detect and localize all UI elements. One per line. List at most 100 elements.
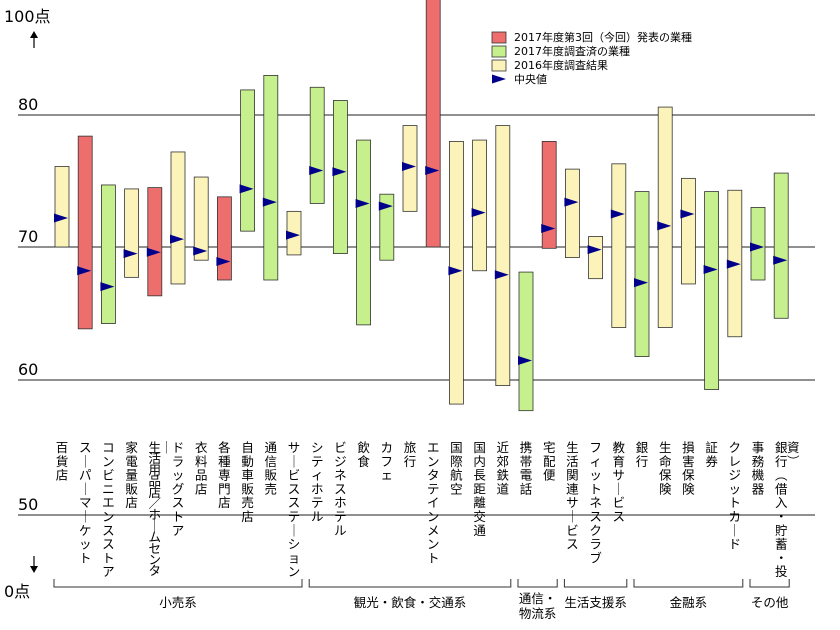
- y-tick-label: 50: [18, 495, 38, 514]
- median-marker-7: [193, 246, 208, 256]
- median-marker-11: [286, 230, 300, 240]
- median-marker-21: [518, 356, 532, 366]
- median-marker-10: [262, 197, 277, 207]
- y-axis-top-label: 100点: [4, 7, 51, 26]
- median-marker-30: [726, 259, 741, 269]
- group-label: 生活支援系: [564, 595, 627, 610]
- bar-21: [518, 271, 534, 412]
- bar-22: [541, 140, 557, 249]
- category-label: エンタテインメント: [427, 440, 440, 565]
- median-marker-27: [657, 221, 672, 231]
- category-label: サ｜ビスステ｜ション: [288, 440, 301, 579]
- median-marker-24: [587, 245, 602, 255]
- category-label: 銀行: [636, 440, 649, 469]
- bar-1: [54, 166, 70, 248]
- median-marker-31: [750, 242, 764, 252]
- category-label: 国内長距離交通: [473, 440, 486, 538]
- legend-swatch: [491, 31, 507, 44]
- bar-23: [565, 168, 580, 258]
- group-bracket-6: [749, 579, 790, 588]
- category-label: カフェ: [381, 440, 394, 483]
- group-label: その他: [751, 595, 789, 610]
- bar-9: [240, 89, 256, 232]
- category-label: 事務機器: [752, 440, 765, 496]
- median-marker-18: [448, 266, 463, 276]
- median-marker-1: [54, 213, 68, 223]
- bar-28: [681, 177, 696, 285]
- category-label: クレジットカ｜ド: [729, 440, 742, 552]
- y-axis-bottom-label: 0点: [4, 582, 30, 601]
- median-marker-22: [541, 224, 556, 234]
- group-bracket-1: [53, 579, 303, 588]
- category-label: 生活関連サ｜ビス: [566, 440, 579, 552]
- bar-4: [124, 188, 139, 278]
- bar-2: [77, 135, 93, 330]
- median-marker-2: [77, 266, 92, 276]
- median-marker-4: [123, 249, 138, 259]
- bar-12: [309, 86, 325, 204]
- group-bracket-3: [517, 579, 558, 588]
- bar-32: [773, 172, 789, 319]
- category-label: コンビニエンスストア: [102, 440, 115, 579]
- category-label: 宅配便: [543, 440, 556, 483]
- bar-19: [472, 139, 488, 272]
- category-label: ドラッグストア: [172, 440, 185, 538]
- legend-label: 2016年度調査結果: [514, 58, 608, 72]
- legend-label: 中央値: [514, 73, 547, 86]
- median-marker-25: [610, 209, 625, 219]
- group-label: 観光・飲食・交通系: [354, 595, 467, 610]
- median-marker-15: [378, 201, 393, 211]
- group-bracket-4: [563, 579, 628, 588]
- y-tick-label: 80: [18, 95, 38, 114]
- bar-5: [147, 187, 163, 297]
- median-marker-32: [773, 255, 788, 265]
- group-bracket-5: [633, 579, 744, 588]
- bar-6: [170, 151, 186, 285]
- category-label: 衣料品店: [195, 440, 208, 496]
- bar-29: [704, 191, 719, 390]
- median-marker-16: [402, 161, 416, 171]
- category-label: 国際航空: [450, 440, 463, 496]
- category-label: 証券: [705, 440, 718, 469]
- category-label: 生活用品店／ホ｜ムセンタ｜: [149, 440, 174, 578]
- category-label: 生命保険: [659, 440, 672, 496]
- group-label: 小売系: [159, 595, 197, 610]
- y-tick-label: 60: [18, 360, 38, 379]
- legend-label: 2017年度第3回（今回）発表の業種: [514, 30, 692, 44]
- bar-17: [425, 0, 441, 248]
- category-label: 教育サ｜ビス: [613, 440, 626, 524]
- category-label: フィットネスクラブ: [589, 440, 602, 565]
- category-label: ビジネスホテル: [334, 440, 347, 538]
- median-marker-5: [146, 247, 161, 257]
- group-bracket-2: [308, 579, 512, 588]
- category-label: 近郊鉄道: [497, 440, 510, 496]
- bar-24: [588, 236, 603, 280]
- bar-25: [611, 163, 627, 328]
- median-marker-23: [564, 197, 579, 207]
- median-marker-20: [494, 270, 509, 280]
- bar-3: [101, 184, 116, 324]
- category-label: 百貨店: [56, 440, 69, 483]
- median-marker-13: [332, 167, 347, 177]
- median-marker-6: [170, 234, 184, 244]
- bar-10: [263, 75, 279, 281]
- median-marker-3: [100, 282, 115, 292]
- category-label: 損害保険: [682, 440, 695, 496]
- group-label: 通信・物流系: [519, 591, 557, 621]
- median-marker-12: [309, 165, 324, 175]
- y-tick-label: 70: [18, 227, 38, 246]
- bar-20: [495, 125, 511, 387]
- legend-label: 2017年度調査済の業種: [514, 44, 630, 58]
- bars: [54, 0, 789, 412]
- median-marker-29: [703, 264, 718, 274]
- bar-13: [332, 100, 348, 254]
- y-axis-up-arrow-icon: [30, 31, 38, 48]
- median-marker-8: [216, 257, 231, 267]
- y-axis-down-arrow-icon: [30, 556, 38, 573]
- legend-marker-icon: [492, 74, 506, 84]
- category-label: 自動車販売店: [241, 440, 254, 524]
- bar-26: [634, 191, 650, 357]
- median-marker-9: [239, 184, 254, 194]
- bar-7: [193, 176, 209, 261]
